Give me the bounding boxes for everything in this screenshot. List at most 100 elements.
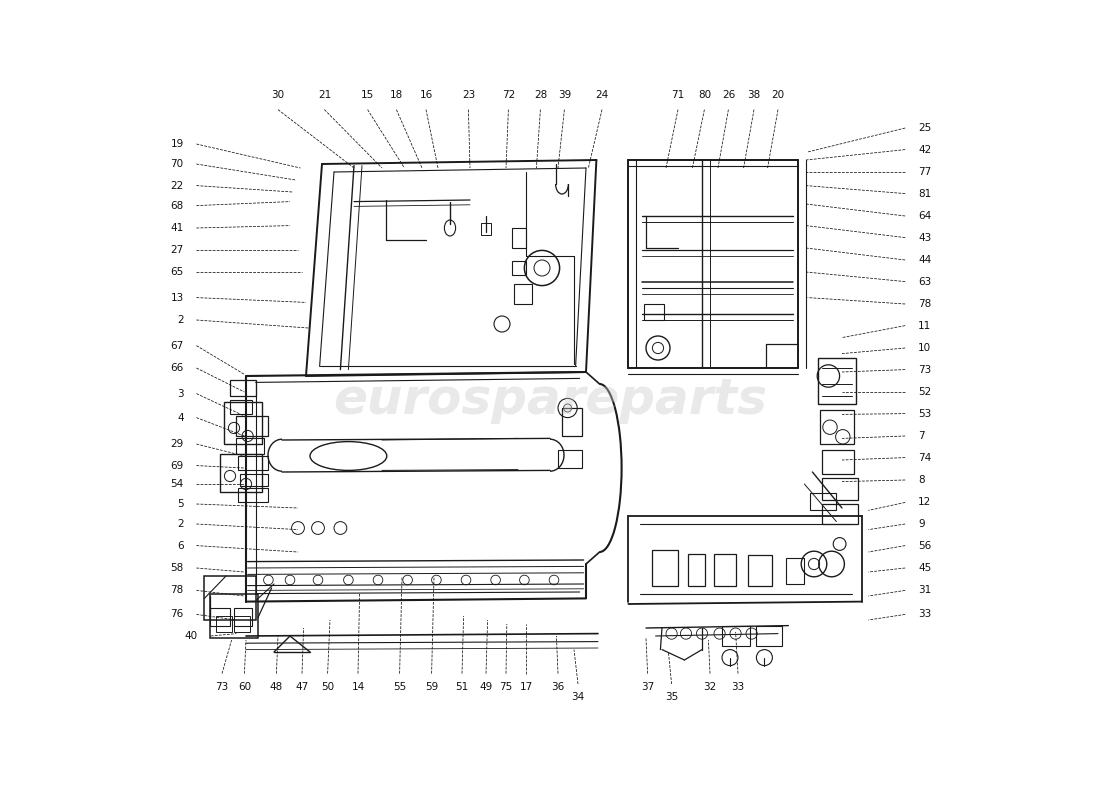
Text: 35: 35: [666, 692, 679, 702]
Text: 78: 78: [918, 299, 932, 309]
Text: 66: 66: [170, 363, 184, 373]
Text: 56: 56: [918, 541, 932, 550]
Text: 2: 2: [177, 315, 184, 325]
Bar: [688, 554, 705, 586]
Text: 54: 54: [170, 479, 184, 489]
Text: 80: 80: [697, 90, 711, 100]
Bar: [722, 626, 750, 646]
Bar: [216, 616, 232, 632]
Text: 43: 43: [918, 233, 932, 242]
Bar: [558, 450, 582, 468]
Text: 34: 34: [571, 692, 584, 702]
Text: 51: 51: [455, 682, 469, 691]
Bar: [238, 488, 268, 502]
Bar: [240, 474, 267, 486]
Bar: [210, 608, 230, 626]
Text: 73: 73: [216, 682, 229, 691]
Text: 2: 2: [177, 519, 184, 529]
Text: 31: 31: [918, 586, 932, 595]
Text: 37: 37: [641, 682, 654, 691]
Text: 41: 41: [170, 223, 184, 233]
Bar: [810, 493, 836, 510]
Text: 52: 52: [918, 387, 932, 397]
Bar: [236, 438, 264, 454]
Text: 48: 48: [270, 682, 283, 691]
Bar: [652, 550, 678, 586]
Bar: [512, 228, 526, 248]
Text: 18: 18: [389, 90, 403, 100]
Bar: [748, 555, 772, 586]
Text: 33: 33: [732, 682, 745, 691]
Text: 10: 10: [918, 343, 931, 353]
Text: eurospareparts: eurospareparts: [333, 376, 767, 424]
Text: 65: 65: [170, 267, 184, 277]
Bar: [821, 410, 854, 444]
Text: 70: 70: [170, 159, 184, 169]
Text: 50: 50: [321, 682, 334, 691]
Bar: [818, 358, 857, 404]
Text: 29: 29: [170, 439, 184, 449]
Text: 4: 4: [177, 413, 184, 422]
Text: 58: 58: [170, 563, 184, 573]
Text: 5: 5: [177, 499, 184, 509]
Text: 71: 71: [671, 90, 684, 100]
Text: 21: 21: [318, 90, 331, 100]
Bar: [238, 456, 268, 470]
Text: 75: 75: [499, 682, 513, 691]
Text: 19: 19: [170, 139, 184, 149]
Text: 45: 45: [918, 563, 932, 573]
Text: 76: 76: [170, 610, 184, 619]
Text: 72: 72: [502, 90, 515, 100]
Text: 73: 73: [918, 365, 932, 374]
Text: 30: 30: [272, 90, 285, 100]
Text: 23: 23: [462, 90, 475, 100]
Text: 20: 20: [771, 90, 784, 100]
Text: 77: 77: [918, 167, 932, 177]
Text: 13: 13: [170, 293, 184, 302]
Bar: [230, 400, 252, 414]
Text: 53: 53: [918, 409, 932, 418]
Bar: [714, 554, 736, 586]
Text: 81: 81: [918, 189, 932, 198]
Bar: [210, 594, 258, 638]
Bar: [562, 408, 582, 436]
Text: 17: 17: [519, 682, 532, 691]
Text: 67: 67: [170, 341, 184, 350]
Text: 6: 6: [177, 541, 184, 550]
Text: 33: 33: [918, 610, 932, 619]
Text: 64: 64: [918, 211, 932, 221]
Text: 8: 8: [918, 475, 925, 485]
Text: 55: 55: [393, 682, 406, 691]
Text: 12: 12: [918, 498, 932, 507]
Bar: [205, 576, 256, 620]
Text: 11: 11: [918, 321, 932, 330]
Text: 68: 68: [170, 201, 184, 210]
Text: 38: 38: [747, 90, 760, 100]
Text: 15: 15: [361, 90, 374, 100]
Bar: [822, 478, 858, 500]
Text: 39: 39: [558, 90, 571, 100]
Bar: [481, 223, 491, 235]
Text: 9: 9: [918, 519, 925, 529]
Bar: [234, 608, 252, 626]
Text: 60: 60: [238, 682, 251, 691]
Bar: [757, 626, 782, 646]
Text: 27: 27: [170, 245, 184, 254]
Text: 63: 63: [918, 277, 932, 286]
Text: 28: 28: [534, 90, 547, 100]
Text: 69: 69: [170, 461, 184, 470]
Bar: [223, 402, 262, 444]
Text: 16: 16: [419, 90, 432, 100]
Bar: [236, 416, 268, 436]
Text: 32: 32: [703, 682, 716, 691]
Text: 25: 25: [918, 123, 932, 133]
Bar: [822, 450, 854, 474]
Bar: [234, 616, 250, 632]
Text: 59: 59: [425, 682, 438, 691]
Text: 40: 40: [185, 631, 198, 641]
Bar: [786, 558, 804, 584]
Text: 42: 42: [918, 145, 932, 154]
Text: 3: 3: [177, 389, 184, 398]
Bar: [822, 504, 858, 524]
Text: 7: 7: [918, 431, 925, 441]
